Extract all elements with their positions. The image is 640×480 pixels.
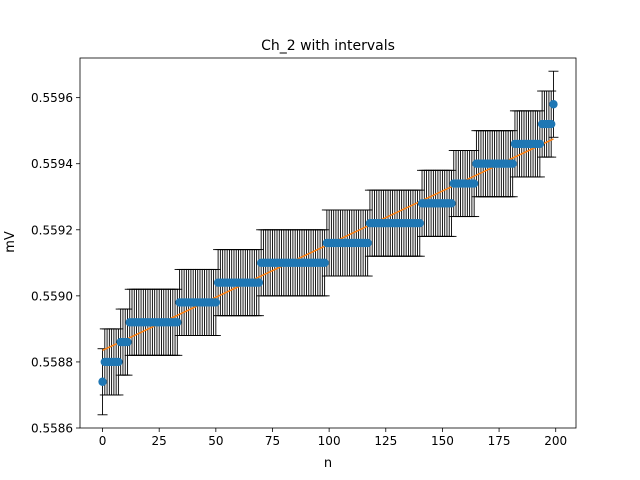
x-tick-label: 75 [265,434,280,448]
x-tick-label: 100 [318,434,341,448]
y-tick-label: 0.5590 [31,289,73,303]
x-tick-label: 200 [544,434,567,448]
x-tick-label: 50 [208,434,223,448]
data-points [98,100,558,386]
y-tick-label: 0.5588 [31,355,73,369]
chart-title: Ch_2 with intervals [261,38,395,54]
data-point [549,100,558,109]
data-point [211,298,221,307]
y-tick-label: 0.5586 [31,422,73,436]
data-point [320,258,329,268]
y-tick-label: 0.5592 [31,223,73,237]
y-axis: 0.5586 0.5588 0.5590 0.5592 0.5594 0.5596 [31,91,80,436]
data-point [535,139,545,149]
plot-frame [79,57,577,429]
x-axis-label: n [324,456,332,471]
x-axis: 0 25 50 75 100 125 150 175 200 [99,428,567,448]
data-point [114,357,123,367]
data-point [546,119,556,129]
x-tick-label: 175 [488,434,511,448]
data-point [98,377,107,386]
x-tick-label: 0 [99,434,107,448]
y-tick-label: 0.5596 [31,91,73,105]
data-point [447,199,456,208]
data-point [254,278,264,287]
x-tick-label: 125 [374,434,397,448]
data-point [415,218,424,228]
data-point [363,238,372,248]
data-point [508,159,517,168]
x-tick-label: 25 [152,434,167,448]
y-axis-label: mV [3,231,18,253]
data-point [123,337,132,347]
x-tick-label: 150 [431,434,454,448]
data-point [469,179,479,188]
y-tick-label: 0.5594 [31,157,73,171]
data-point [173,318,182,327]
